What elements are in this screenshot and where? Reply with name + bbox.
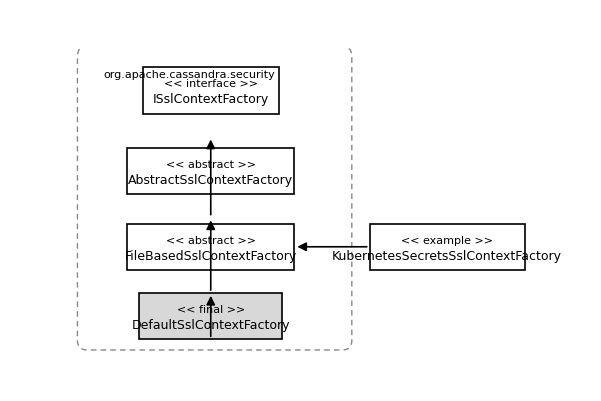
Text: ISslContextFactory: ISslContextFactory — [153, 93, 269, 106]
Text: << abstract >>: << abstract >> — [166, 236, 256, 246]
Text: DefaultSslContextFactory: DefaultSslContextFactory — [132, 319, 290, 332]
FancyBboxPatch shape — [139, 293, 282, 339]
Text: << final >>: << final >> — [177, 305, 245, 315]
FancyBboxPatch shape — [127, 224, 294, 270]
Text: AbstractSslContextFactory: AbstractSslContextFactory — [128, 174, 293, 187]
Text: << example >>: << example >> — [401, 236, 493, 246]
FancyBboxPatch shape — [143, 67, 278, 113]
Text: FileBasedSslContextFactory: FileBasedSslContextFactory — [124, 249, 297, 263]
FancyBboxPatch shape — [370, 224, 525, 270]
Text: org.apache.cassandra.security: org.apache.cassandra.security — [104, 70, 275, 80]
Text: KubernetesSecretsSslContextFactory: KubernetesSecretsSslContextFactory — [332, 249, 562, 263]
Text: << interface >>: << interface >> — [163, 79, 258, 89]
FancyBboxPatch shape — [127, 148, 294, 194]
Text: << abstract >>: << abstract >> — [166, 160, 256, 170]
FancyBboxPatch shape — [78, 47, 352, 350]
